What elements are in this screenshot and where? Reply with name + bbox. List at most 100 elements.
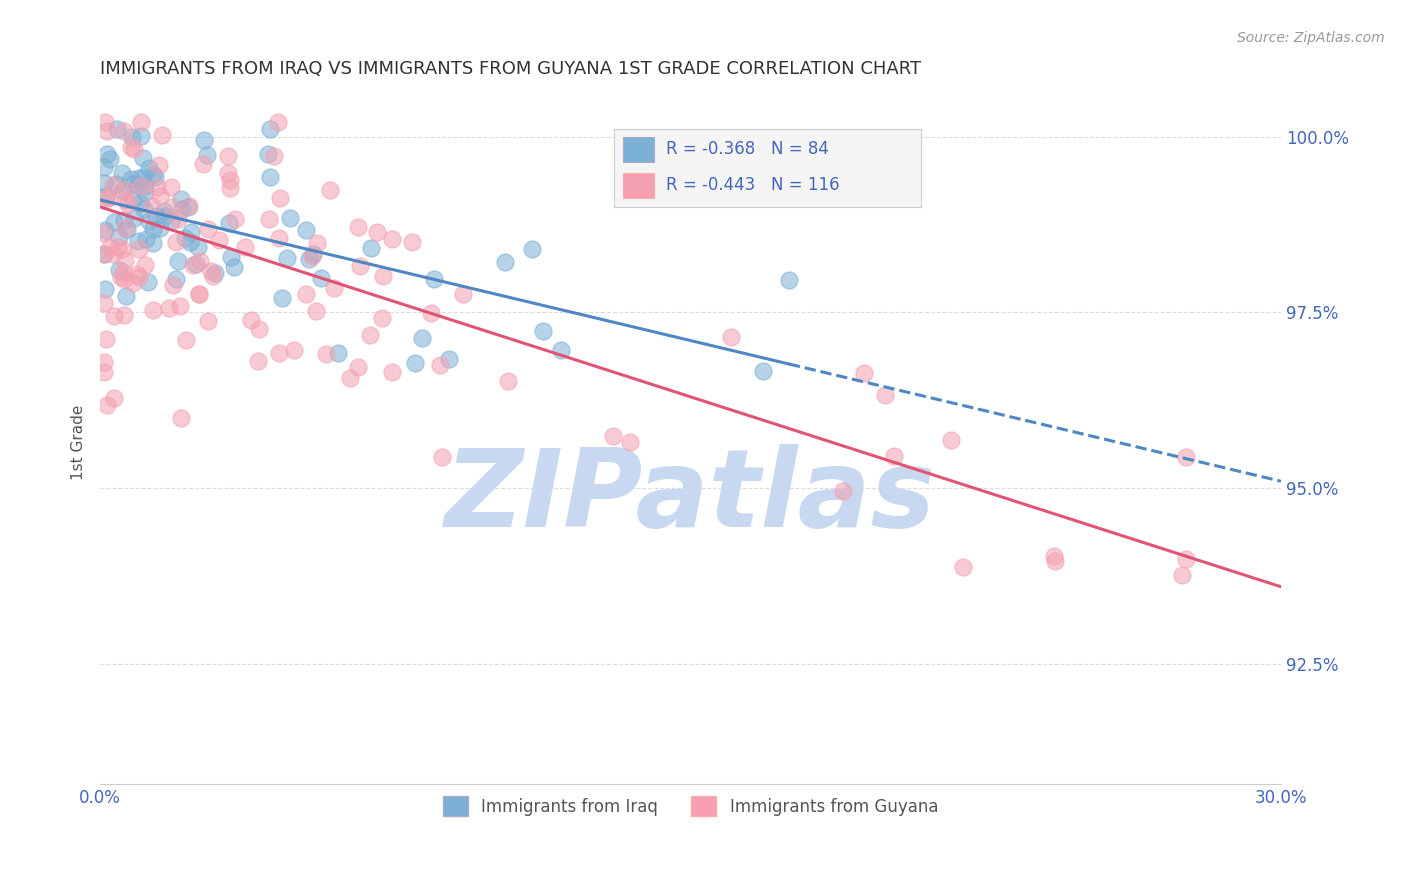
Point	[259, 122, 281, 136]
Point	[160, 200, 183, 214]
Point	[98, 191, 121, 205]
Point	[115, 221, 138, 235]
Point	[233, 240, 256, 254]
Point	[366, 225, 388, 239]
Point	[131, 178, 153, 193]
Point	[257, 211, 280, 226]
Point	[495, 255, 517, 269]
Point	[309, 271, 332, 285]
Point	[276, 251, 298, 265]
Point	[619, 434, 641, 449]
Point	[148, 159, 170, 173]
Point	[108, 263, 131, 277]
Point	[381, 232, 404, 246]
Point	[323, 281, 346, 295]
Point	[150, 128, 173, 142]
Point	[263, 149, 285, 163]
Point	[952, 560, 974, 574]
Point	[191, 156, 214, 170]
Point	[122, 276, 145, 290]
Text: IMMIGRANTS FROM IRAQ VS IMMIGRANTS FROM GUYANA 1ST GRADE CORRELATION CHART: IMMIGRANTS FROM IRAQ VS IMMIGRANTS FROM …	[100, 60, 921, 78]
Point	[167, 212, 190, 227]
Point	[217, 149, 239, 163]
Point	[93, 365, 115, 379]
Point	[401, 235, 423, 250]
Point	[127, 234, 149, 248]
Point	[219, 173, 242, 187]
Point	[371, 311, 394, 326]
Point	[117, 196, 139, 211]
Point	[128, 170, 150, 185]
Point	[93, 247, 115, 261]
Point	[143, 169, 166, 184]
Point	[883, 449, 905, 463]
Point	[132, 202, 155, 216]
Point	[153, 209, 176, 223]
Point	[152, 203, 174, 218]
Point	[778, 272, 800, 286]
Point	[305, 304, 328, 318]
Point	[165, 271, 187, 285]
Point	[294, 223, 316, 237]
Point	[301, 249, 323, 263]
Point	[114, 183, 136, 197]
Point	[371, 269, 394, 284]
Point	[122, 177, 145, 191]
Point	[160, 213, 183, 227]
Point	[157, 301, 180, 315]
Point	[94, 282, 117, 296]
Point	[170, 202, 193, 216]
Point	[187, 239, 209, 253]
Point	[315, 347, 337, 361]
Point	[121, 130, 143, 145]
Point	[423, 272, 446, 286]
Point	[134, 179, 156, 194]
Point	[103, 309, 125, 323]
Point	[269, 231, 291, 245]
Point	[112, 308, 135, 322]
Point	[136, 276, 159, 290]
Point	[120, 172, 142, 186]
Point	[326, 345, 349, 359]
Point	[496, 374, 519, 388]
Point	[129, 128, 152, 143]
Point	[101, 178, 124, 192]
Point	[142, 235, 165, 250]
Point	[138, 214, 160, 228]
Point	[103, 391, 125, 405]
Point	[128, 195, 150, 210]
Point	[138, 161, 160, 175]
Point	[259, 169, 281, 184]
Point	[218, 180, 240, 194]
Point	[110, 269, 132, 284]
Point	[381, 365, 404, 379]
Point	[134, 185, 156, 199]
Point	[193, 133, 215, 147]
Y-axis label: 1st Grade: 1st Grade	[72, 405, 86, 480]
Point	[271, 292, 294, 306]
Point	[127, 178, 149, 192]
Point	[197, 221, 219, 235]
Point	[149, 188, 172, 202]
Point	[1174, 450, 1197, 464]
Text: Source: ZipAtlas.com: Source: ZipAtlas.com	[1237, 31, 1385, 45]
Point	[201, 268, 224, 283]
Point	[141, 199, 163, 213]
Point	[247, 322, 270, 336]
Point	[602, 428, 624, 442]
Point	[180, 225, 202, 239]
Point	[301, 247, 323, 261]
Point	[169, 299, 191, 313]
Point	[159, 180, 181, 194]
Point	[520, 242, 543, 256]
Point	[318, 183, 340, 197]
Point	[360, 241, 382, 255]
Point	[411, 331, 433, 345]
Point	[752, 364, 775, 378]
Point	[111, 184, 134, 198]
Text: ZIPatlas: ZIPatlas	[444, 444, 936, 550]
Point	[939, 434, 962, 448]
Point	[204, 266, 226, 280]
Point	[1175, 551, 1198, 566]
Point	[94, 189, 117, 203]
